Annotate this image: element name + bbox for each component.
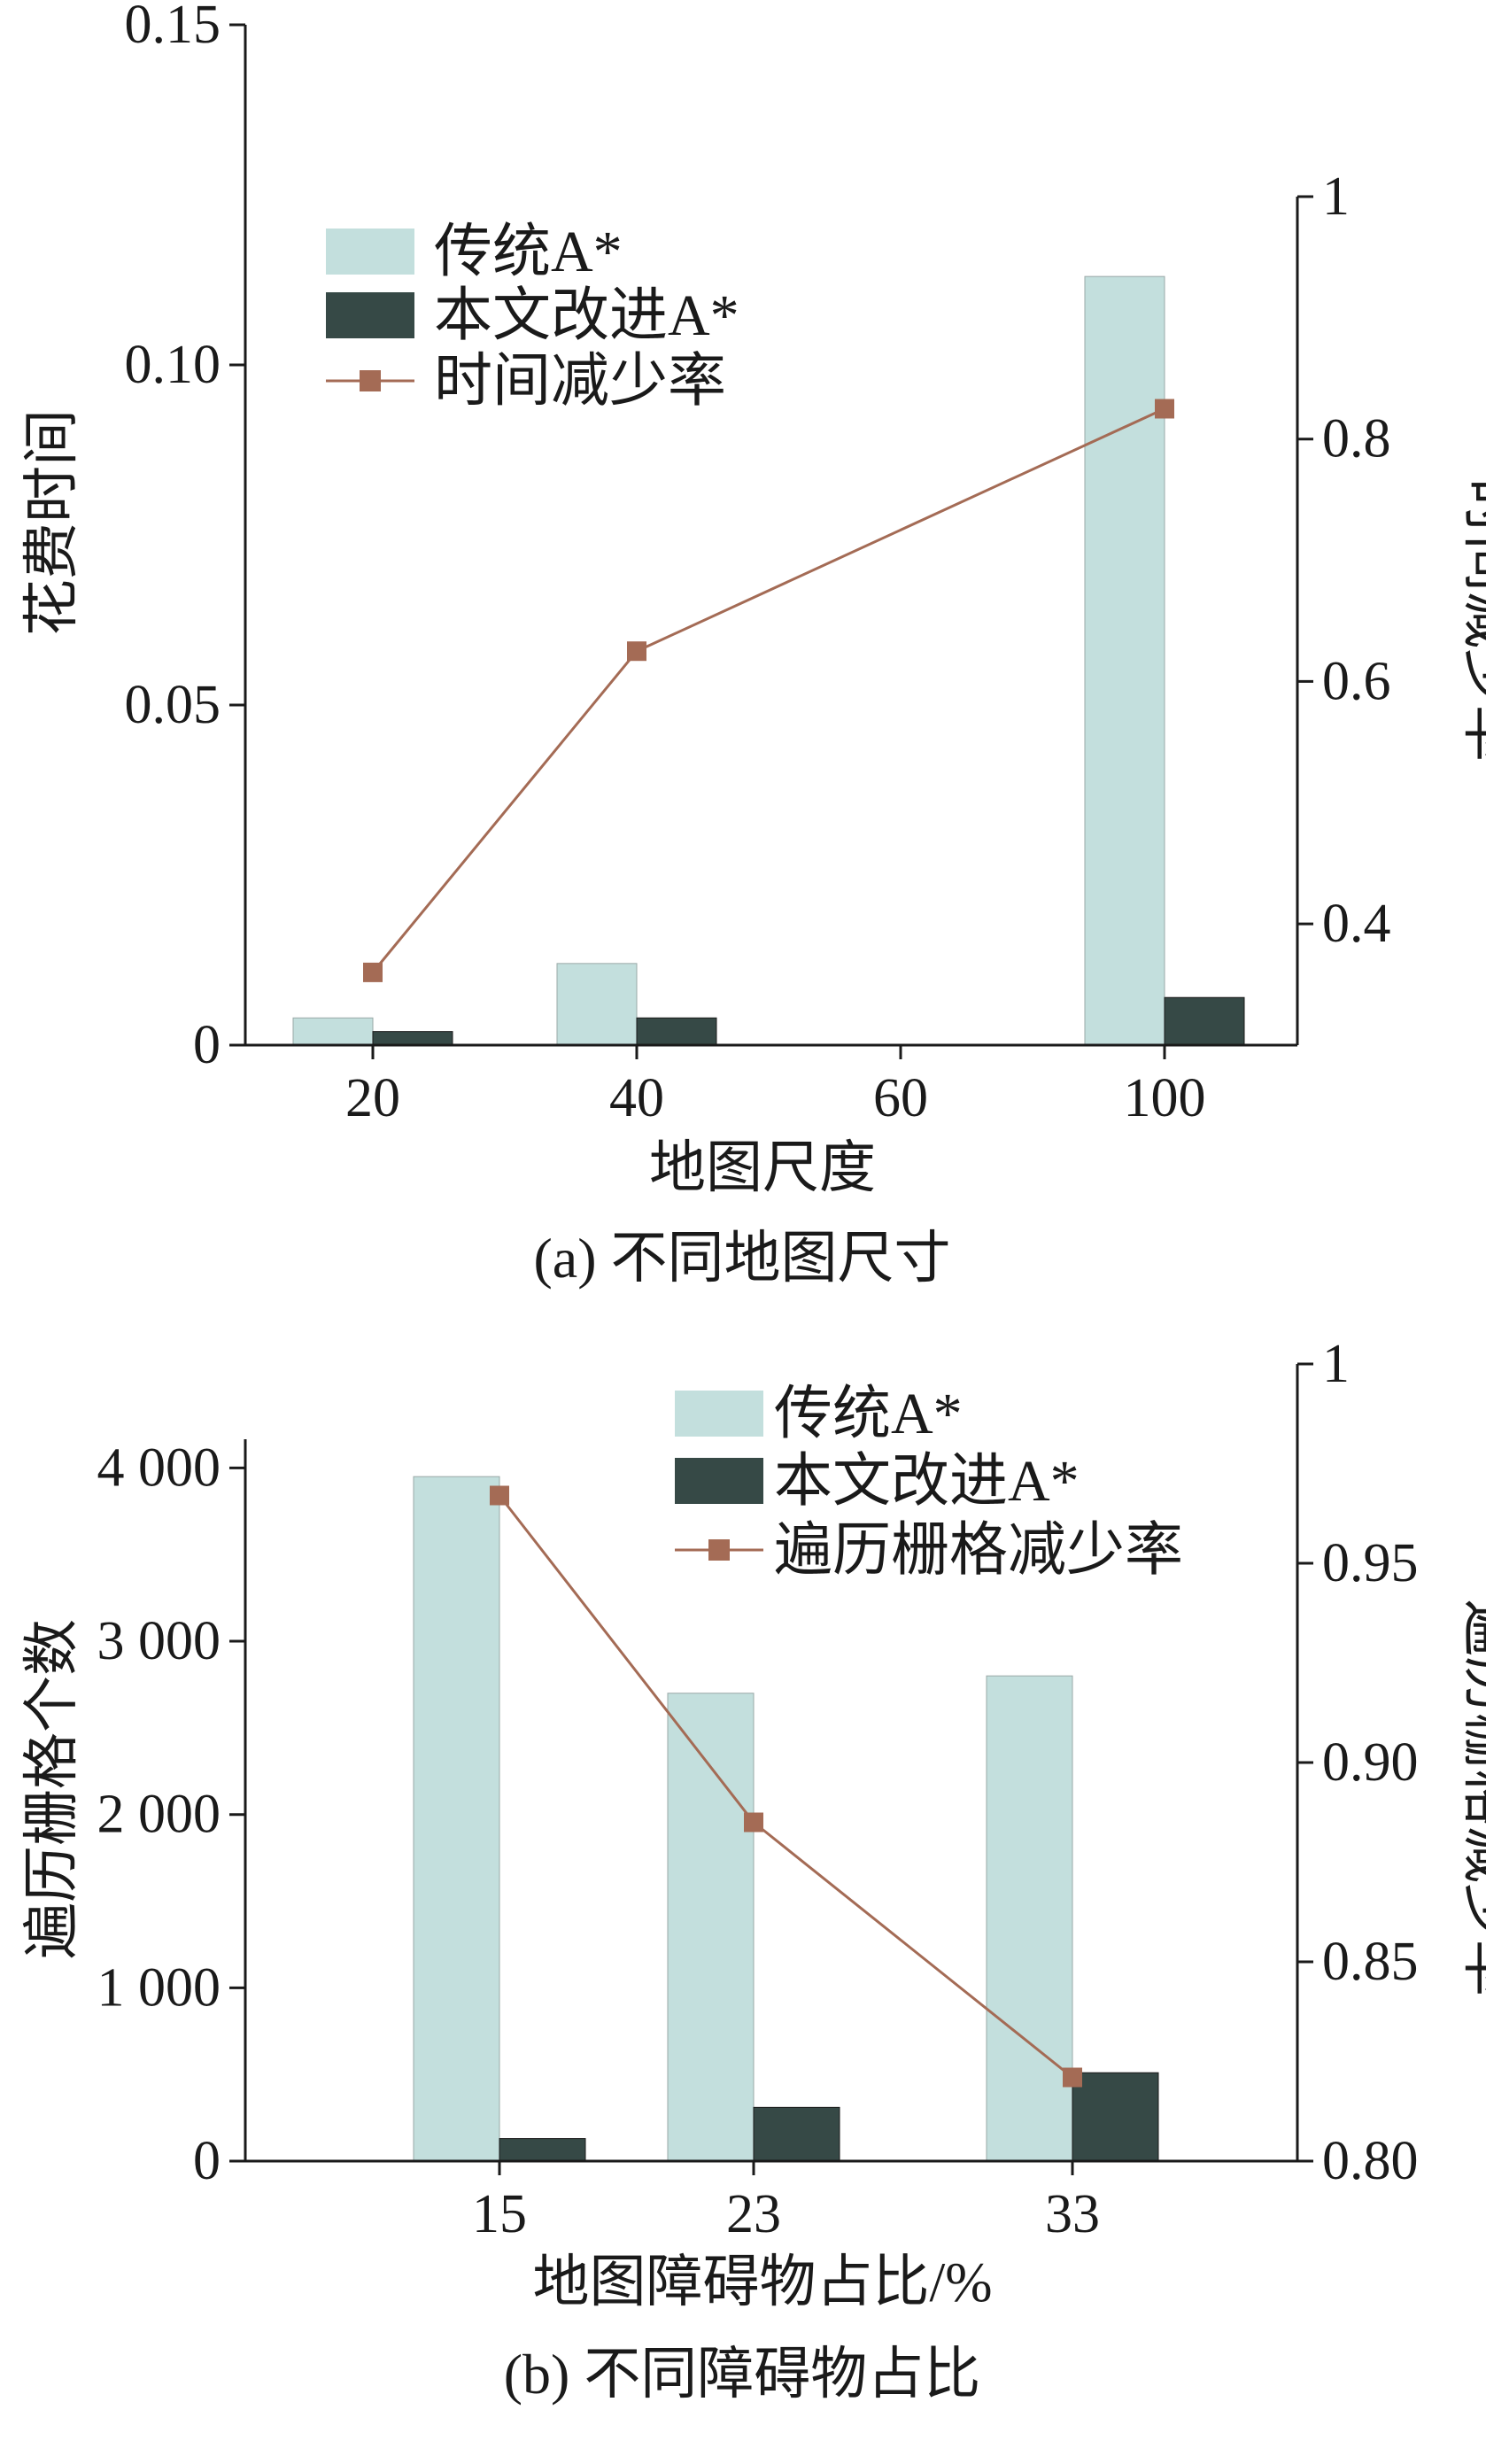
legend-label-improved: 本文改进A* [434, 283, 739, 348]
rate-point-20 [363, 962, 383, 982]
chart-b-y-label: 遍历栅格个数 [20, 1619, 83, 1959]
legend-marker-rate [708, 1539, 730, 1561]
y2-tick-label: 0.85 [1322, 1932, 1419, 1992]
chart-a-left-ticks: 0 0.05 0.10 0.15 [125, 0, 245, 1075]
chart-b-caption: (b) 不同障碍物占比 [504, 2343, 981, 2406]
legend-label-rate: 遍历栅格减少率 [774, 1518, 1183, 1583]
chart-a-x-ticks: 20 40 60 100 [345, 1045, 1206, 1128]
bar-traditional-100 [1084, 275, 1165, 1046]
y2-tick-label: 1 [1322, 167, 1350, 227]
chart-a-rate-line [363, 399, 1174, 982]
chart-a-right-ticks: 0.4 0.6 0.8 1 [1297, 167, 1391, 954]
bar-improved-100 [1164, 996, 1245, 1046]
chart-a-legend: 传统A* 本文改进A* 时间减少率 [326, 220, 739, 414]
rate-point-100 [1155, 399, 1174, 419]
chart-b-rate-line [490, 1485, 1082, 2088]
y-tick-label: 1 000 [97, 1957, 221, 2018]
rate-line-path [371, 407, 1165, 973]
legend-swatch-improved [326, 292, 414, 338]
x-tick-label: 15 [472, 2184, 527, 2244]
legend-marker-rate [360, 370, 381, 391]
x-tick-label: 60 [873, 1068, 928, 1128]
rate-point-15 [490, 1485, 509, 1506]
chart-b: 0 1 000 2 000 3 000 4 000 0.80 0.85 0.90 0.95 1 … [20, 1334, 1486, 2406]
bar-improved-40 [636, 1017, 717, 1046]
rate-point-23 [744, 1812, 763, 1833]
chart-b-right-ticks: 0.80 0.85 0.90 0.95 1 [1297, 1334, 1419, 2191]
x-tick-label: 23 [726, 2184, 781, 2244]
y2-tick-label: 0.95 [1322, 1533, 1419, 1593]
chart-a: 00.050.100.15 0.40.60.81 20 40 60 100 花费时间 … [20, 0, 1486, 1290]
y-tick-label: 0.05 [125, 675, 221, 735]
y2-tick-label: 1 [1322, 1334, 1350, 1394]
y2-tick-label: 0.6 [1322, 651, 1391, 711]
y-tick-label: 0 [193, 1015, 221, 1075]
chart-a-caption: (a) 不同地图尺寸 [533, 1227, 950, 1290]
y2-tick-label: 0.8 [1322, 409, 1391, 469]
legend-label-rate: 时间减少率 [434, 349, 726, 414]
bar-traditional-20 [292, 1017, 374, 1046]
chart-b-legend: 传统A* 本文改进A* 遍历栅格减少率 [675, 1382, 1183, 1583]
y2-tick-label: 0.80 [1322, 2131, 1419, 2191]
legend-label-improved: 本文改进A* [774, 1449, 1080, 1514]
y-tick-label: 0.10 [125, 335, 221, 395]
chart-b-bars [413, 1476, 1159, 2162]
y-tick-label: 2 000 [97, 1785, 221, 1845]
chart-a-y2-label: 时间减少率 [1458, 478, 1486, 762]
chart-a-bars [292, 275, 1245, 1046]
y2-tick-label: 0.90 [1322, 1732, 1419, 1793]
bar-improved-33 [1072, 2072, 1159, 2162]
y2-tick-label: 0.4 [1322, 894, 1391, 954]
chart-b-y2-label: 遍历栅格减少率 [1458, 1600, 1486, 1996]
legend-swatch-traditional [326, 229, 414, 275]
legend-swatch-improved [675, 1458, 763, 1504]
bar-improved-23 [753, 2106, 840, 2162]
legend-label-traditional: 传统A* [434, 220, 623, 284]
x-tick-label: 100 [1124, 1068, 1206, 1128]
x-tick-label: 33 [1045, 2184, 1100, 2244]
bar-improved-20 [372, 1031, 453, 1046]
bar-improved-15 [499, 2138, 586, 2162]
legend-label-traditional: 传统A* [774, 1382, 963, 1446]
rate-point-40 [627, 641, 646, 662]
x-tick-label: 40 [609, 1068, 664, 1128]
x-tick-label: 20 [345, 1068, 400, 1128]
chart-b-x-ticks: 15 23 33 [472, 2161, 1100, 2244]
y-tick-label: 0.15 [125, 0, 221, 55]
rate-point-33 [1063, 2067, 1082, 2088]
chart-b-left-ticks: 0 1 000 2 000 3 000 4 000 [97, 1437, 245, 2191]
bar-traditional-40 [556, 963, 638, 1046]
bar-traditional-23 [667, 1693, 755, 2162]
chart-a-x-label: 地图尺度 [649, 1136, 876, 1199]
y-tick-label: 0 [193, 2131, 221, 2191]
chart-b-x-label: 地图障碍物占比/% [532, 2251, 992, 2313]
legend-swatch-traditional [675, 1391, 763, 1437]
chart-a-y-label: 花费时间 [20, 409, 83, 636]
y-tick-label: 3 000 [97, 1611, 221, 1671]
bar-traditional-15 [413, 1476, 500, 2162]
bar-traditional-33 [986, 1675, 1073, 2162]
y-tick-label: 4 000 [97, 1437, 221, 1498]
